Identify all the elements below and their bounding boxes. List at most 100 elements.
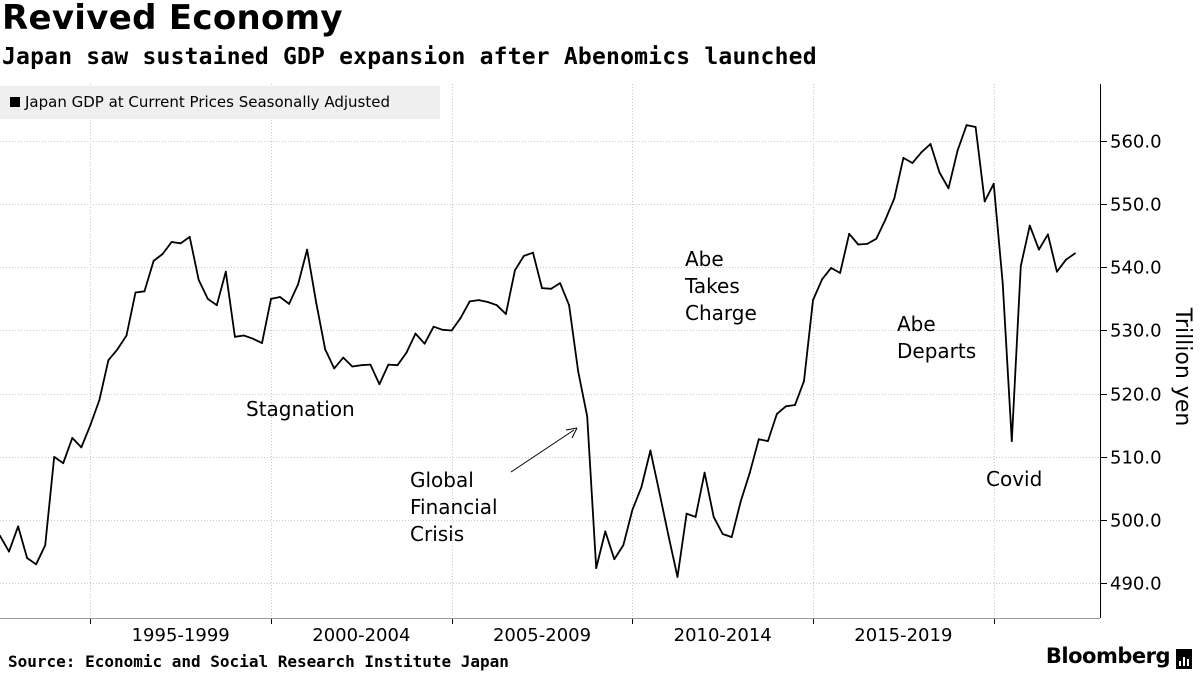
annotation-abe-departs: Abe [897,312,936,336]
data-point [586,415,589,418]
data-point [613,558,616,561]
data-point [559,282,561,284]
data-point [44,544,47,547]
data-point [947,187,950,190]
data-point [0,534,1,537]
data-point [767,440,769,442]
data-point [134,291,137,294]
data-point [53,456,56,458]
data-point [514,269,516,272]
annotation-abe-takes-charge: Takes [684,274,740,298]
data-point [215,304,218,307]
data-point [179,242,182,245]
data-point [1047,233,1049,236]
data-point [920,151,923,154]
data-point [604,530,607,533]
data-point [739,500,742,502]
y-tick-label: 530.0 [1110,321,1162,342]
data-point [893,197,896,200]
data-point [17,525,19,528]
data-point [929,143,932,145]
bar-chart-icon [1176,649,1192,669]
annotation-abe-takes-charge: Charge [685,301,757,325]
data-point [712,516,715,518]
x-tick-label: 2010-2014 [674,625,772,646]
data-point [694,516,697,518]
data-point [197,279,200,281]
grid-lines [0,141,1100,584]
data-point [252,337,254,340]
data-point [812,299,814,301]
data-point [270,298,272,300]
data-point [649,449,652,452]
data-point [776,413,778,415]
data-point [703,471,706,474]
annotation-abe-departs: Departs [897,339,976,363]
data-point [848,232,851,235]
legend-swatch [10,97,20,107]
data-point [224,270,227,273]
data-point [721,533,724,535]
data-point [1028,224,1031,227]
data-point [622,544,625,547]
data-point [315,301,318,304]
data-point [821,278,823,281]
data-point [595,567,598,569]
data-point [170,241,173,243]
data-point [1001,282,1004,284]
data-point [956,149,959,152]
data-point [306,248,308,251]
data-point [785,405,787,408]
legend-label: Japan GDP at Current Prices Seasonally A… [25,93,390,111]
data-point [631,509,634,511]
y-tick-label: 520.0 [1110,385,1162,406]
data-point [550,287,552,290]
data-point [98,399,101,401]
data-point [757,438,760,441]
data-point [261,342,263,344]
data-point [748,471,751,474]
data-point [794,404,796,406]
data-point [351,365,354,368]
data-point [161,253,164,255]
data-point [532,251,534,254]
x-tick-label: 2015-2019 [854,625,952,646]
data-point [333,367,336,370]
annotation-arrowhead [565,427,578,439]
data-point [8,550,10,553]
data-point [486,301,489,303]
data-point [1019,265,1022,267]
data-point [288,303,290,305]
y-tick-label: 550.0 [1110,195,1162,216]
y-tick-label: 510.0 [1110,448,1162,469]
x-tick-label: 2000-2004 [312,625,410,646]
data-point [685,512,688,515]
data-point [938,171,941,174]
data-point [902,157,905,159]
data-point [152,260,155,262]
data-point [26,557,28,559]
series-line [0,124,1076,578]
data-point [974,126,977,128]
data-point [730,536,733,538]
data-point [866,243,869,245]
data-point [568,304,570,307]
data-point [188,236,191,238]
brand-logo: Bloomberg [1045,644,1171,668]
data-point [1010,440,1013,442]
data-point [125,334,128,337]
y-tick-label: 490.0 [1110,574,1162,595]
data-point [378,383,381,386]
data-point [505,313,507,315]
data-point [1074,252,1076,255]
data-point [667,534,670,537]
data-point [911,162,914,164]
data-point [450,329,453,332]
data-point [992,182,995,185]
data-point [441,328,444,331]
data-point [107,359,110,362]
data-point [495,304,498,307]
data-point [640,486,643,489]
series-layer [0,124,1076,578]
legend: Japan GDP at Current Prices Seasonally A… [0,86,440,119]
